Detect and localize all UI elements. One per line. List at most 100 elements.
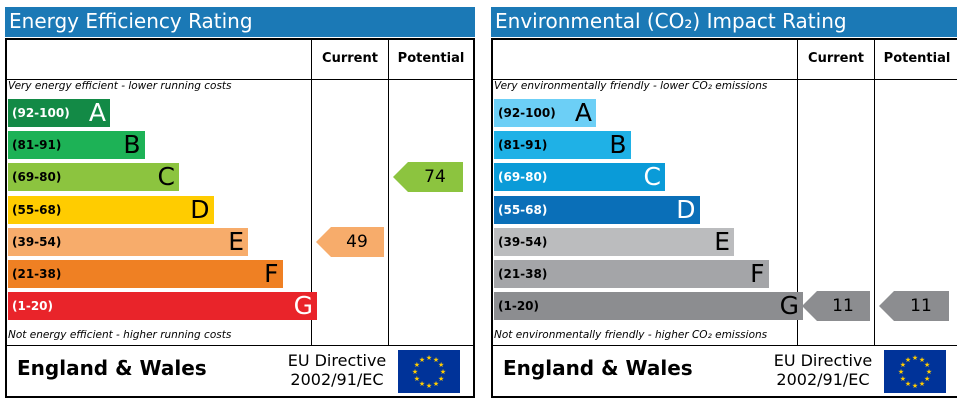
rating-arrow-potential: 74 <box>393 162 463 193</box>
band-range-label: (55-68) <box>12 202 62 217</box>
band-letter: B <box>123 130 141 160</box>
band-range-label: (92-100) <box>12 106 70 120</box>
rating-value: 74 <box>424 167 446 188</box>
rating-value: 11 <box>832 296 854 317</box>
band-letter: G <box>293 291 313 321</box>
band-range-label: (92-100) <box>498 106 556 120</box>
arrow-shape <box>316 226 384 257</box>
column-divider <box>311 38 312 346</box>
band-range-label: (81-91) <box>498 138 548 153</box>
band-letter: F <box>750 259 765 288</box>
arrow-mark <box>802 291 870 322</box>
column-header-potential: Potential <box>397 51 465 66</box>
eu-star-icon: ★ <box>419 356 425 364</box>
footer-region: England & Wales <box>503 356 693 380</box>
arrow-shape <box>879 291 949 322</box>
footer-divider <box>5 345 475 346</box>
directive-line-2: 2002/91/EC <box>290 370 384 389</box>
band-b: (81-91) B <box>494 130 631 160</box>
band-b: (81-91) B <box>8 130 145 160</box>
arrow-shape <box>802 291 870 322</box>
eu-star-icon: ★ <box>919 380 925 388</box>
eu-star-icon: ★ <box>905 380 911 388</box>
eu-star-icon: ★ <box>438 375 444 383</box>
directive-line-2: 2002/91/EC <box>776 370 870 389</box>
band-letter: C <box>643 162 661 192</box>
chart-title: Environmental (CO₂) Impact Rating <box>491 7 957 37</box>
chart-frame <box>491 38 957 398</box>
band-letter: E <box>714 226 730 256</box>
band-range-label: (21-38) <box>498 267 548 281</box>
chart-frame <box>5 38 475 398</box>
band-range-label: (1-20) <box>12 299 53 314</box>
rating-arrow-potential: 11 <box>879 291 949 322</box>
eu-star-icon: ★ <box>414 361 420 369</box>
header-divider <box>491 79 957 80</box>
arrow-mark <box>879 291 949 322</box>
band-g: (1-20) G <box>8 291 317 321</box>
band-range-label: (21-38) <box>12 267 62 281</box>
eu-star-icon: ★ <box>426 382 432 390</box>
eu-star-icon: ★ <box>898 368 904 376</box>
top-note: Very energy efficient - lower running co… <box>8 80 232 92</box>
column-divider <box>388 38 389 346</box>
band-range-label: (81-91) <box>12 138 62 153</box>
eu-star-icon: ★ <box>419 380 425 388</box>
eu-star-icon: ★ <box>412 368 418 376</box>
footer-divider <box>491 345 957 346</box>
band-letter: C <box>157 162 175 192</box>
eu-flag-icon: ★ ★★★★★★★★★★★ <box>884 350 946 393</box>
eu-star-icon: ★ <box>924 361 930 369</box>
arrow-mark <box>393 162 463 193</box>
eu-flag-icon: ★ ★★★★★★★★★★★ <box>398 350 460 393</box>
eu-star-icon: ★ <box>926 368 932 376</box>
footer-directive: EU Directive 2002/91/EC <box>768 351 878 389</box>
footer-directive: EU Directive 2002/91/EC <box>282 351 392 389</box>
band-d: (55-68) D <box>8 194 214 224</box>
directive-line-1: EU Directive <box>773 351 873 370</box>
band-a: (92-100) A <box>494 99 596 127</box>
eu-star-icon: ★ <box>440 368 446 376</box>
bottom-note: Not energy efficient - higher running co… <box>8 329 232 341</box>
band-letter: F <box>264 259 279 288</box>
top-note: Very environmentally friendly - lower CO… <box>494 80 768 92</box>
band-range-label: (39-54) <box>12 234 62 249</box>
footer-region: England & Wales <box>17 356 207 380</box>
rating-arrow-current: 11 <box>802 291 870 322</box>
band-a: (92-100) A <box>8 99 110 127</box>
chart-title: Energy Efficiency Rating <box>5 7 475 37</box>
eu-star-icon: ★ <box>433 356 439 364</box>
bottom-note: Not environmentally friendly - higher CO… <box>494 329 768 341</box>
rating-arrow-current: 49 <box>316 226 384 257</box>
eu-star-icon: ★ <box>912 382 918 390</box>
column-header-potential: Potential <box>883 51 951 66</box>
band-letter: B <box>609 130 627 160</box>
band-letter: D <box>676 194 696 224</box>
band-range-label: (1-20) <box>498 299 539 314</box>
band-g: (1-20) G <box>494 292 803 321</box>
eu-star-icon: ★ <box>912 354 918 362</box>
band-f: (21-38) F <box>8 260 283 288</box>
header-divider <box>5 79 475 80</box>
band-range-label: (69-80) <box>12 170 62 185</box>
rating-value: 11 <box>910 296 932 317</box>
band-c: (69-80) C <box>8 162 179 192</box>
column-header-current: Current <box>322 51 378 66</box>
arrow-shape <box>393 162 463 193</box>
column-header-current: Current <box>808 51 864 66</box>
band-e: (39-54) E <box>494 226 734 256</box>
rating-value: 49 <box>346 231 368 252</box>
band-f: (21-38) F <box>494 260 769 288</box>
eu-star-icon: ★ <box>905 356 911 364</box>
eu-star-icon: ★ <box>924 375 930 383</box>
band-range-label: (69-80) <box>498 170 548 185</box>
energy-efficiency-chart: Energy Efficiency Rating Current Potenti… <box>5 7 475 398</box>
band-d: (55-68) D <box>494 194 700 224</box>
band-letter: A <box>88 98 106 127</box>
eu-star-icon: ★ <box>414 375 420 383</box>
column-divider <box>874 38 875 346</box>
band-letter: D <box>190 194 210 224</box>
eu-star-icon: ★ <box>900 361 906 369</box>
band-range-label: (55-68) <box>498 202 548 217</box>
environmental-impact-chart: Environmental (CO₂) Impact Rating Curren… <box>491 7 957 398</box>
